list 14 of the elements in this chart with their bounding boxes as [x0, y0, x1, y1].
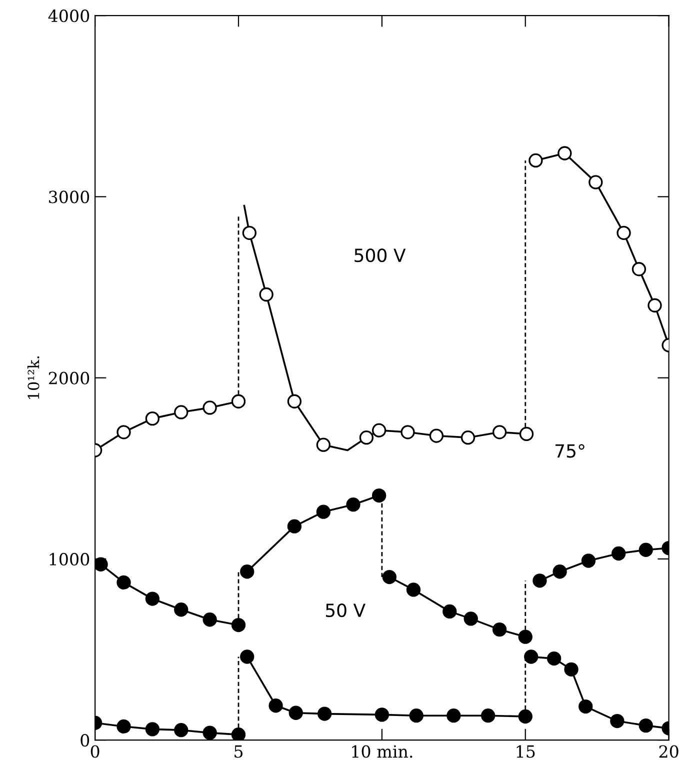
annotation: 75°	[556, 444, 584, 458]
annotation: 500 V	[354, 248, 406, 262]
x-tick-label: 0	[90, 745, 100, 758]
y-tick-label: 4000	[48, 10, 90, 22]
x-tick-label: 15	[516, 745, 535, 758]
x-tick-label: 5	[234, 745, 243, 758]
x-tick-label: 10 min.	[352, 745, 412, 758]
y-tick-label: 1000	[50, 552, 90, 566]
y-axis-title: 10¹²k.	[27, 356, 40, 399]
y-tick-label: 2000	[48, 372, 90, 384]
y-tick-label: 3000	[49, 190, 90, 204]
y-tick-label: 0	[80, 734, 90, 747]
x-tick-label: 20	[659, 745, 678, 758]
annotation: 50 V	[326, 603, 366, 618]
